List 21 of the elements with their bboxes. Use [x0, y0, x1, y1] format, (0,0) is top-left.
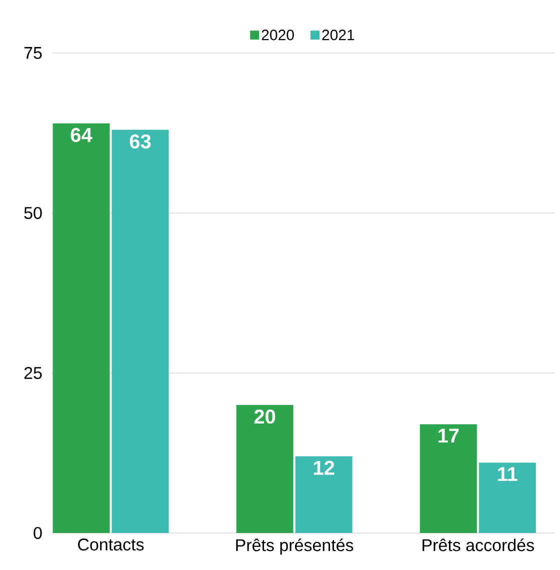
bar [420, 424, 477, 533]
bar [112, 130, 169, 533]
data-label: 63 [130, 134, 151, 149]
data-label: 11 [498, 467, 518, 481]
data-label: 64 [70, 128, 92, 142]
bar [52, 123, 110, 533]
legend-label: 2020 [262, 30, 294, 40]
y-tick-label: 50 [24, 206, 42, 220]
y-tick-label: 0 [34, 526, 42, 540]
bar [478, 462, 536, 533]
bar [236, 404, 294, 533]
data-label: 20 [254, 410, 276, 424]
y-tick-label: 25 [24, 366, 42, 380]
y-tick-label: 75 [24, 47, 42, 59]
x-tick-label: Prêts accordés [422, 538, 534, 552]
data-label: 17 [438, 428, 459, 442]
x-tick-label: Contacts [78, 538, 144, 551]
x-tick-label: Prêts présentés [236, 538, 354, 555]
bar [295, 456, 352, 533]
legend-label: 2021 [322, 30, 354, 40]
data-label: 12 [314, 460, 334, 475]
